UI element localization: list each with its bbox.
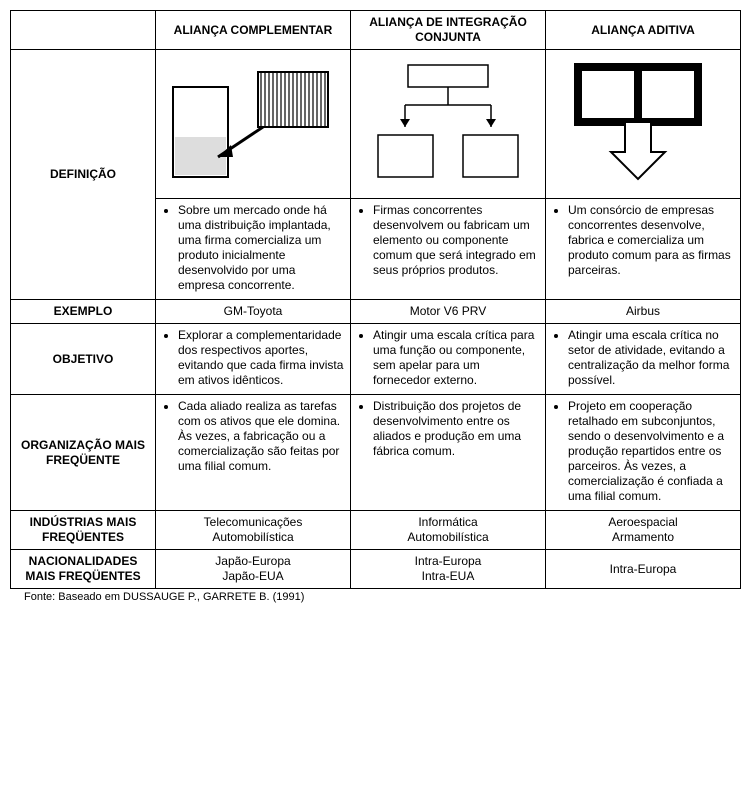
- nac-c1-l2: Japão-EUA: [162, 569, 344, 584]
- diagram-complementar: [156, 50, 351, 199]
- ex-c3: Airbus: [546, 300, 741, 324]
- def-c3: Um consórcio de empresas concorrentes de…: [546, 199, 741, 300]
- def-c1: Sobre um mercado onde há uma distribuiçã…: [156, 199, 351, 300]
- ind-c3-l2: Armamento: [552, 530, 734, 545]
- svg-integracao: [358, 57, 538, 187]
- nac-c2-l1: Intra-Europa: [357, 554, 539, 569]
- obj-c2-text: Atingir uma escala crítica para uma funç…: [373, 328, 539, 388]
- header-complementar: ALIANÇA COMPLEMENTAR: [156, 11, 351, 50]
- nac-c1: Japão-Europa Japão-EUA: [156, 550, 351, 589]
- def-c3-text: Um consórcio de empresas concorrentes de…: [568, 203, 734, 278]
- org-c2: Distribuição dos projetos de desenvolvim…: [351, 395, 546, 511]
- def-c2: Firmas concorrentes desenvolvem ou fabri…: [351, 199, 546, 300]
- ex-c2: Motor V6 PRV: [351, 300, 546, 324]
- row-nacionalidades: NACIONALIDADES MAIS FREQÜENTES Japão-Eur…: [11, 550, 741, 589]
- header-aditiva: ALIANÇA ADITIVA: [546, 11, 741, 50]
- label-industrias: INDÚSTRIAS MAIS FREQÜENTES: [11, 511, 156, 550]
- row-organizacao: ORGANIZAÇÃO MAIS FREQÜENTE Cada aliado r…: [11, 395, 741, 511]
- ind-c2-l1: Informática: [357, 515, 539, 530]
- row-objetivo: OBJETIVO Explorar a complementaridade do…: [11, 324, 741, 395]
- row-exemplo: EXEMPLO GM-Toyota Motor V6 PRV Airbus: [11, 300, 741, 324]
- label-organizacao: ORGANIZAÇÃO MAIS FREQÜENTE: [11, 395, 156, 511]
- label-exemplo: EXEMPLO: [11, 300, 156, 324]
- org-c2-text: Distribuição dos projetos de desenvolvim…: [373, 399, 539, 459]
- obj-c3-text: Atingir uma escala crítica no setor de a…: [568, 328, 734, 388]
- org-c3: Projeto em cooperação retalhado em subco…: [546, 395, 741, 511]
- nac-c2-l2: Intra-EUA: [357, 569, 539, 584]
- ind-c1-l2: Automobilística: [162, 530, 344, 545]
- def-c1-text: Sobre um mercado onde há uma distribuiçã…: [178, 203, 344, 293]
- nac-c2: Intra-Europa Intra-EUA: [351, 550, 546, 589]
- label-nacionalidades: NACIONALIDADES MAIS FREQÜENTES: [11, 550, 156, 589]
- def-c2-text: Firmas concorrentes desenvolvem ou fabri…: [373, 203, 539, 278]
- org-c1: Cada aliado realiza as tarefas com os at…: [156, 395, 351, 511]
- obj-c3: Atingir uma escala crítica no setor de a…: [546, 324, 741, 395]
- label-definicao: DEFINIÇÃO: [11, 50, 156, 300]
- label-objetivo: OBJETIVO: [11, 324, 156, 395]
- svg-aditiva: [553, 57, 733, 187]
- row-definicao-diagram: DEFINIÇÃO: [11, 50, 741, 199]
- ex-c1: GM-Toyota: [156, 300, 351, 324]
- source-line: Fonte: Baseado em DUSSAUGE P., GARRETE B…: [24, 591, 740, 603]
- header-row: ALIANÇA COMPLEMENTAR ALIANÇA DE INTEGRAÇ…: [11, 11, 741, 50]
- row-industrias: INDÚSTRIAS MAIS FREQÜENTES Telecomunicaç…: [11, 511, 741, 550]
- diagram-aditiva: [546, 50, 741, 199]
- header-empty: [11, 11, 156, 50]
- org-c1-text: Cada aliado realiza as tarefas com os at…: [178, 399, 344, 474]
- obj-c1-text: Explorar a complementaridade dos respect…: [178, 328, 344, 388]
- org-c3-text: Projeto em cooperação retalhado em subco…: [568, 399, 734, 504]
- svg-complementar: [163, 57, 343, 187]
- nac-c3: Intra-Europa: [546, 550, 741, 589]
- alliance-table: ALIANÇA COMPLEMENTAR ALIANÇA DE INTEGRAÇ…: [10, 10, 741, 589]
- nac-c1-l1: Japão-Europa: [162, 554, 344, 569]
- ind-c1: Telecomunicações Automobilística: [156, 511, 351, 550]
- ind-c1-l1: Telecomunicações: [162, 515, 344, 530]
- ind-c3: Aeroespacial Armamento: [546, 511, 741, 550]
- diagram-integracao: [351, 50, 546, 199]
- ind-c2: Informática Automobilística: [351, 511, 546, 550]
- obj-c2: Atingir uma escala crítica para uma funç…: [351, 324, 546, 395]
- ind-c3-l1: Aeroespacial: [552, 515, 734, 530]
- obj-c1: Explorar a complementaridade dos respect…: [156, 324, 351, 395]
- ind-c2-l2: Automobilística: [357, 530, 539, 545]
- header-integracao: ALIANÇA DE INTEGRAÇÃO CONJUNTA: [351, 11, 546, 50]
